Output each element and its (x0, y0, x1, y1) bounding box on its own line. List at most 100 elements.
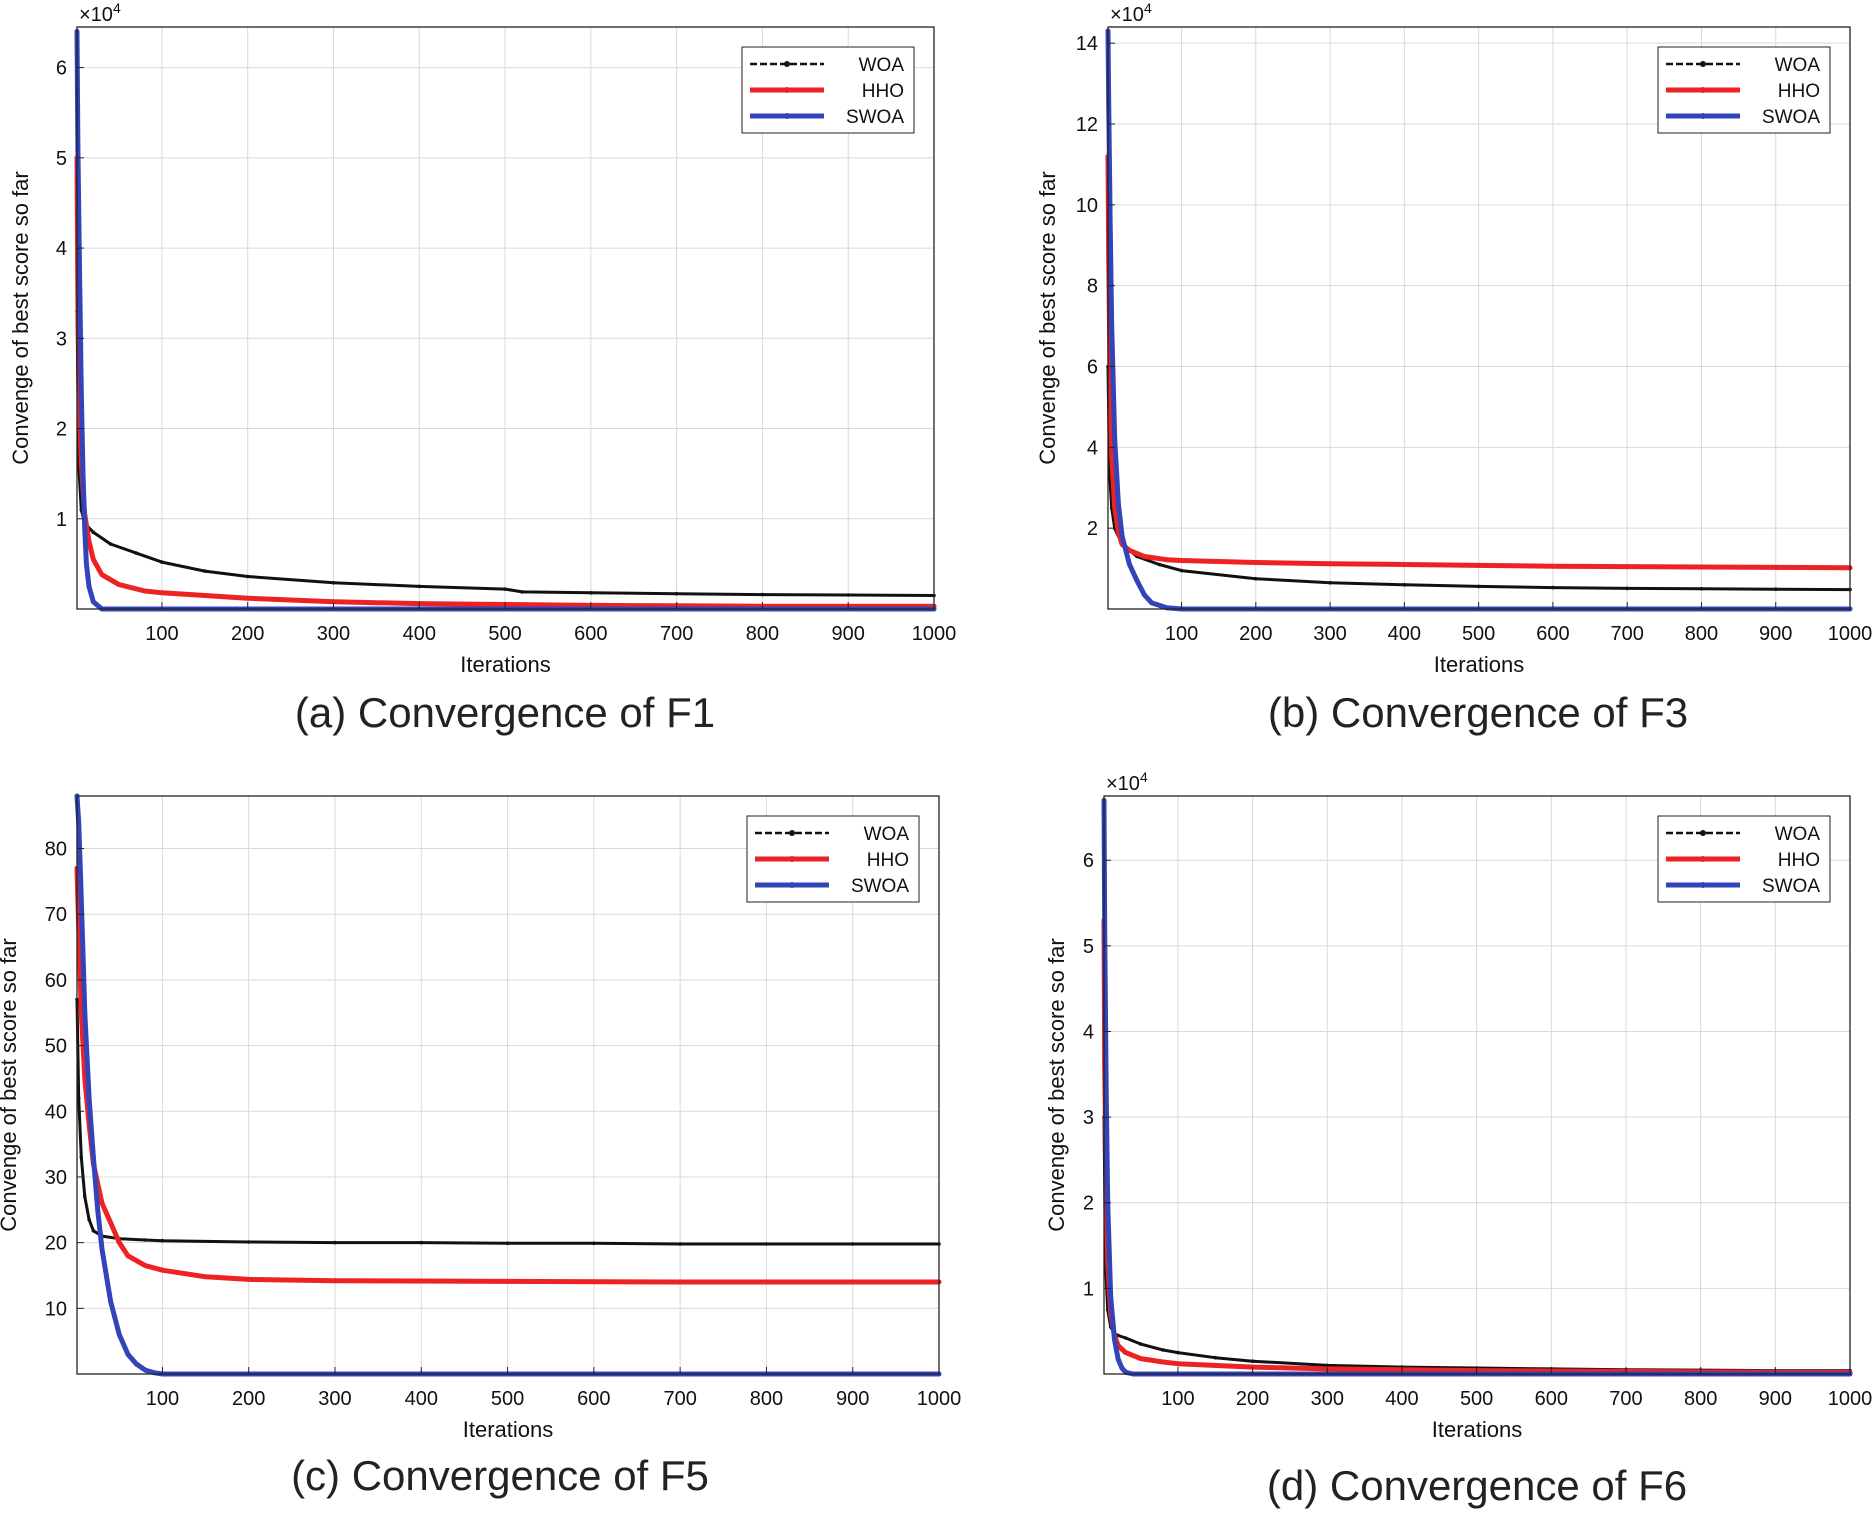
data-point-hho (99, 572, 105, 578)
legend-marker-swoa (789, 882, 795, 888)
data-point-woa (1213, 1355, 1218, 1360)
data-point-woa (520, 590, 524, 594)
x-tick-label: 400 (403, 623, 436, 645)
x-tick-label: 900 (832, 623, 865, 645)
data-point-hho (1550, 563, 1556, 569)
data-point-hho (1327, 561, 1333, 567)
data-point-woa (764, 1242, 769, 1246)
data-point-swoa (78, 872, 83, 878)
legend-marker-swoa (1700, 113, 1706, 119)
legend: WOA HHO SWOA (741, 46, 915, 134)
legend-marker-hho (1700, 856, 1706, 862)
x-axis-label: Iterations (460, 652, 551, 677)
data-point-woa (1402, 583, 1407, 587)
data-point-woa (108, 542, 113, 546)
x-tick-label: 400 (1388, 623, 1421, 645)
data-point-woa (1157, 562, 1161, 567)
data-point-hho (332, 1278, 338, 1284)
data-point-woa (1773, 587, 1778, 591)
data-point-woa (1328, 580, 1332, 585)
legend-label-swoa: SWOA (851, 876, 909, 897)
data-point-swoa (86, 584, 92, 589)
data-point-hho (1253, 560, 1259, 565)
data-point-woa (245, 574, 250, 579)
x-tick-label: 200 (231, 623, 264, 645)
y-axis-label: Convenge of best score so far (0, 938, 21, 1232)
chart-panel-b: 100 200 300 400 500 600 700 800 900 1000 2 4 6 8 10 12 1… (1035, 0, 1872, 736)
x-tick-label: 900 (1759, 623, 1792, 645)
data-point-hho (108, 1220, 114, 1226)
legend-label-woa: WOA (1775, 55, 1821, 76)
data-point-woa (203, 569, 207, 573)
data-point-hho (1109, 453, 1115, 458)
y-tick-label: 80 (45, 839, 67, 861)
legend-label-woa: WOA (1775, 824, 1821, 845)
data-point-hho (677, 1279, 683, 1285)
data-point-woa (160, 1238, 165, 1243)
data-point-woa (83, 1194, 87, 1199)
axis-multiplier: ×104 (79, 0, 121, 26)
y-tick-label: 8 (1087, 276, 1098, 298)
y-tick-label: 6 (1087, 357, 1098, 379)
data-point-swoa (1112, 1337, 1117, 1343)
y-tick-label: 12 (1076, 114, 1098, 136)
data-point-swoa (90, 599, 96, 605)
data-point-woa (143, 1238, 147, 1242)
data-point-woa (760, 592, 765, 597)
x-tick-label: 800 (1684, 1388, 1717, 1410)
y-tick-label: 30 (45, 1167, 67, 1189)
data-point-woa (1250, 1359, 1255, 1363)
data-point-swoa (1134, 578, 1140, 584)
data-point-woa (87, 1217, 91, 1222)
y-tick-label: 60 (45, 970, 67, 992)
y-tick-label: 5 (1083, 936, 1094, 958)
data-point-swoa (1108, 1294, 1114, 1300)
x-tick-label: 500 (491, 1388, 524, 1410)
legend-marker-woa (789, 830, 795, 836)
y-axis-label: Convenge of best score so far (1035, 171, 1060, 465)
data-point-hho (1773, 565, 1779, 570)
data-point-hho (505, 1279, 510, 1284)
data-point-swoa (1142, 592, 1147, 598)
data-point-swoa (95, 1207, 101, 1213)
y-tick-label: 6 (56, 58, 67, 80)
data-point-woa (1123, 1336, 1128, 1340)
legend-marker-woa (784, 61, 790, 67)
x-tick-label: 100 (145, 623, 178, 645)
x-tick-label: 700 (660, 623, 693, 645)
x-tick-label: 1000 (912, 623, 957, 645)
x-tick-label: 600 (1535, 1388, 1568, 1410)
data-point-hho (1476, 563, 1481, 568)
data-point-hho (246, 1277, 252, 1282)
y-tick-label: 6 (1083, 850, 1094, 872)
data-point-woa (91, 1229, 96, 1233)
data-point-hho (90, 557, 96, 562)
data-point-woa (503, 587, 507, 591)
legend: WOA HHO SWOA (1657, 815, 1831, 903)
data-point-woa (592, 1241, 596, 1246)
x-tick-label: 800 (1685, 623, 1718, 645)
data-point-swoa (134, 1361, 139, 1367)
data-point-woa (1625, 586, 1629, 591)
data-point-swoa (1119, 533, 1125, 539)
data-point-woa (76, 1096, 81, 1100)
panel-caption: (a) Convergence of F1 (295, 689, 715, 736)
data-point-swoa (108, 1299, 114, 1305)
data-point-hho (142, 588, 148, 594)
data-point-swoa (1106, 101, 1112, 107)
data-point-woa (1699, 587, 1704, 591)
y-tick-label: 4 (56, 238, 67, 260)
x-tick-label: 100 (1165, 623, 1198, 645)
data-point-hho (203, 1274, 209, 1280)
x-tick-label: 1000 (917, 1388, 962, 1410)
legend: WOA HHO SWOA (746, 815, 920, 903)
data-point-woa (1179, 568, 1184, 573)
data-point-swoa (1119, 1365, 1125, 1371)
x-axis-label: Iterations (1434, 652, 1525, 677)
x-tick-label: 100 (1161, 1388, 1194, 1410)
legend-marker-woa (1700, 830, 1706, 836)
y-tick-label: 10 (45, 1298, 67, 1320)
x-tick-label: 200 (1236, 1388, 1269, 1410)
data-point-woa (1161, 1348, 1165, 1352)
